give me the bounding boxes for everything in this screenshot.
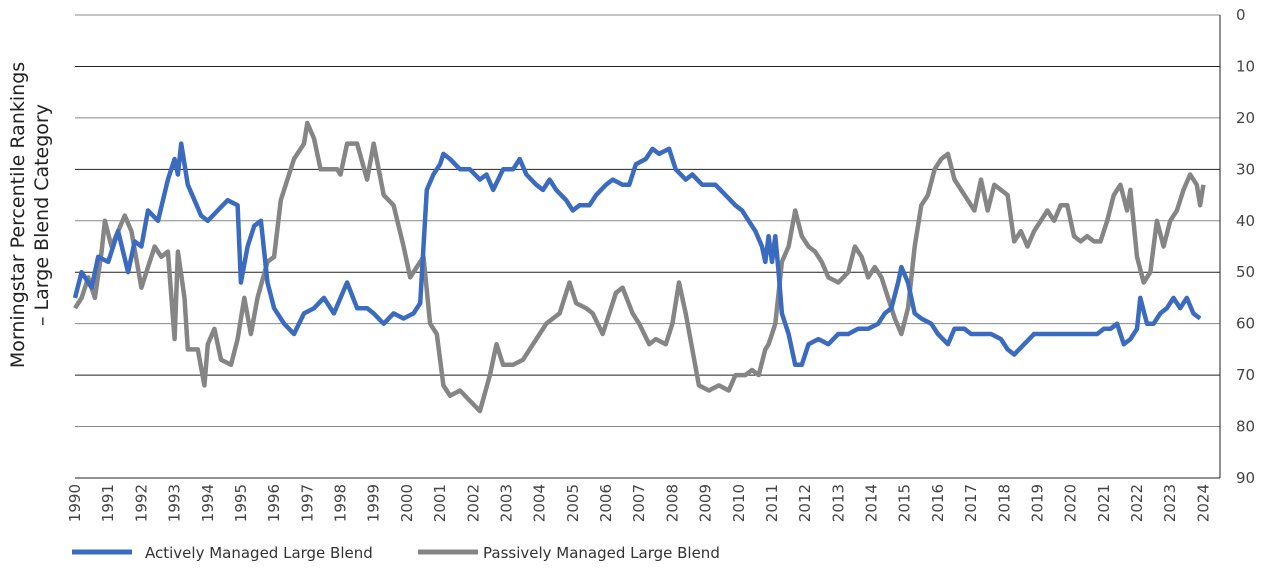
y-tick-label: 60 [1236, 315, 1255, 333]
series-line-0 [72, 141, 1202, 368]
x-tick-label: 2023 [1161, 484, 1179, 522]
x-tick-label: 1994 [199, 484, 217, 522]
x-tick-label: 2002 [464, 484, 482, 522]
x-tick-label: 2009 [697, 484, 715, 522]
x-tick-label: 2010 [730, 484, 748, 522]
y-tick-label: 70 [1236, 366, 1255, 384]
x-tick-label: 1992 [132, 484, 150, 522]
y-axis-label-line2: – Large Blend Category [31, 104, 53, 326]
x-tick-label: 2011 [763, 484, 781, 522]
y-tick-label: 40 [1236, 212, 1255, 230]
legend-label: Actively Managed Large Blend [145, 544, 373, 562]
x-tick-label: 2015 [896, 484, 914, 522]
x-tick-label: 1995 [232, 484, 250, 522]
x-tick-label: 1996 [265, 484, 283, 522]
x-tick-label: 2021 [1095, 484, 1113, 522]
x-tick-label: 1990 [66, 484, 84, 522]
x-tick-label: 2019 [1028, 484, 1046, 522]
y-tick-label: 10 [1236, 57, 1255, 75]
x-tick-label: 2017 [962, 484, 980, 522]
y-tick-label: 0 [1236, 6, 1246, 24]
x-tick-label: 1999 [365, 484, 383, 522]
x-tick-label: 2014 [863, 484, 881, 522]
legend-label: Passively Managed Large Blend [483, 544, 720, 562]
x-tick-label: 2018 [995, 484, 1013, 522]
x-tick-label: 2022 [1128, 484, 1146, 522]
y-tick-label: 30 [1236, 160, 1255, 178]
x-tick-label: 1997 [298, 484, 316, 522]
x-tick-label: 1991 [99, 484, 117, 522]
x-tick-label: 2020 [1062, 484, 1080, 522]
x-tick-label: 2012 [796, 484, 814, 522]
x-tick-label: 2007 [630, 484, 648, 522]
x-tick-label: 2016 [929, 484, 947, 522]
x-tick-label: 2001 [431, 484, 449, 522]
y-axis-label-line1: Morningstar Percentile Rankings [7, 62, 29, 368]
x-tick-label: 2008 [663, 484, 681, 522]
x-tick-label: 2005 [564, 484, 582, 522]
series-line-1 [73, 120, 1206, 414]
x-tick-label: 1998 [332, 484, 350, 522]
y-tick-label: 80 [1236, 418, 1255, 436]
x-tick-label: 1993 [166, 484, 184, 522]
y-tick-label: 20 [1236, 109, 1255, 127]
x-tick-label: 2013 [829, 484, 847, 522]
x-tick-label: 2004 [531, 484, 549, 522]
y-tick-label: 90 [1236, 469, 1255, 487]
y-tick-label: 50 [1236, 263, 1255, 281]
x-tick-label: 2000 [398, 484, 416, 522]
x-tick-label: 2003 [497, 484, 515, 522]
x-tick-label: 2024 [1194, 484, 1212, 522]
x-tick-label: 2006 [597, 484, 615, 522]
